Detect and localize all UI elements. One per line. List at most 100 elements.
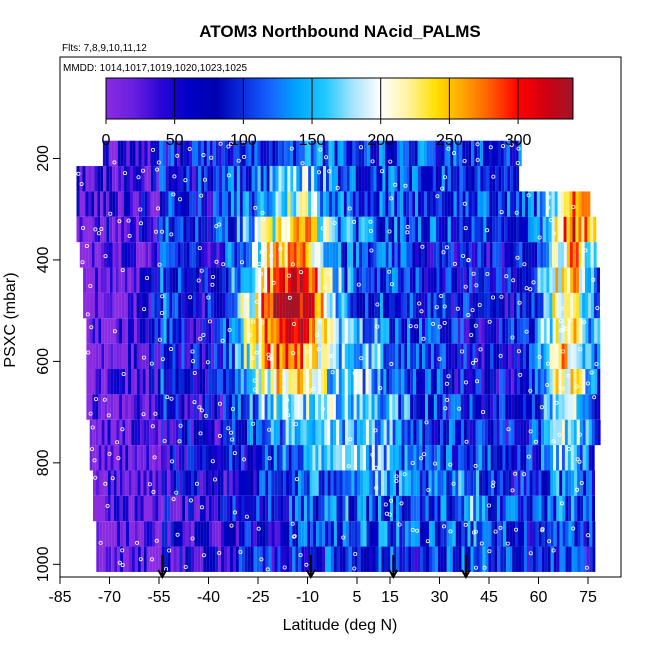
heatmap-cell [186,242,190,268]
sample-point [528,551,533,556]
heatmap-cell [493,369,497,395]
colorbar-segment [325,78,330,119]
heatmap-cell [143,546,147,572]
heatmap-cell [535,445,539,471]
heatmap-cell [282,369,286,395]
heatmap-cell [489,166,493,192]
heatmap-cell [282,445,286,471]
heatmap-cell [251,216,255,243]
heatmap-cell [264,394,268,420]
heatmap-cell [291,394,295,420]
heatmap-cell [254,191,258,217]
sample-point [226,426,231,431]
heatmap-cell [288,292,292,319]
heatmap-cell [158,445,162,471]
heatmap-cell [315,318,319,344]
y-tick-label: 200 [35,145,52,172]
heatmap-cell [199,470,203,496]
colorbar-segment [380,78,384,119]
colorbar-segment [355,78,360,119]
sample-point [551,231,556,236]
heatmap-cell [377,445,381,471]
heatmap-cell [237,242,241,268]
heatmap-cell [324,521,329,547]
heatmap-cell [445,369,449,395]
heatmap-cell [181,292,185,319]
heatmap-cell [357,495,361,522]
heatmap-cell [307,521,311,547]
heatmap-cell [112,292,116,319]
heatmap-cell [268,546,272,572]
heatmap-cell [225,267,229,293]
heatmap-cell [369,546,373,572]
heatmap-cell [439,267,443,293]
heatmap-cell [439,369,443,395]
heatmap-cell [396,140,400,167]
colorbar-segment [127,78,132,119]
sample-point [307,388,312,393]
heatmap-cell [161,495,165,522]
heatmap-cell [525,267,529,293]
heatmap-cell [558,343,562,369]
heatmap-cell [549,343,553,369]
heatmap-cell [276,343,280,369]
colorbar-segment [501,78,505,119]
heatmap-cell [350,369,354,395]
heatmap-cell [445,343,449,369]
heatmap-cell [236,166,240,192]
heatmap-cell [261,394,265,420]
heatmap-cell [231,394,235,420]
heatmap-cell [294,445,298,471]
heatmap-cell [311,267,315,293]
colorbar-segment [213,78,217,119]
heatmap-cell [334,140,338,167]
sample-point [298,270,303,275]
sample-point [263,287,268,292]
heatmap-cell [428,546,432,572]
heatmap-cell [426,140,430,167]
heatmap-cell [579,318,583,344]
heatmap-cell [437,495,441,522]
heatmap-cell [479,521,483,547]
heatmap-cell [98,394,102,420]
heatmap-cell [431,445,435,471]
heatmap-cell [233,216,237,243]
heatmap-cell [234,343,238,369]
heatmap-cell [226,470,230,496]
heatmap-cell [541,521,545,547]
heatmap-cell [266,191,270,217]
colorbar-segment [545,78,549,119]
heatmap-cell [228,369,232,395]
sample-point [105,503,110,508]
heatmap-cell [409,292,413,319]
heatmap-cell [445,292,449,319]
heatmap-cell [340,191,344,217]
heatmap-cell [406,191,410,217]
heatmap-cell [214,343,218,369]
heatmap-cell [455,470,459,496]
heatmap-cell [195,191,199,217]
heatmap-cell [330,470,334,496]
heatmap-cell [285,292,289,319]
heatmap-cell [338,369,342,395]
heatmap-cell [107,470,111,496]
sample-point [488,145,493,150]
heatmap-cell [220,470,224,496]
heatmap-cell [460,318,464,344]
heatmap-cell [331,216,335,243]
heatmap-cell [344,343,348,369]
heatmap-cell [137,470,141,496]
heatmap-cell [525,343,529,369]
heatmap-cell [532,445,536,471]
heatmap-cell [565,495,569,522]
heatmap-cell [326,369,331,395]
colorbar-segment [136,78,140,119]
sample-point [140,168,145,173]
heatmap-cell [571,546,575,572]
heatmap-cell [523,445,527,471]
sample-point [368,228,373,233]
heatmap-cell [436,242,440,268]
sample-point [201,332,206,337]
heatmap-cell [370,140,374,167]
heatmap-cell [102,521,106,547]
